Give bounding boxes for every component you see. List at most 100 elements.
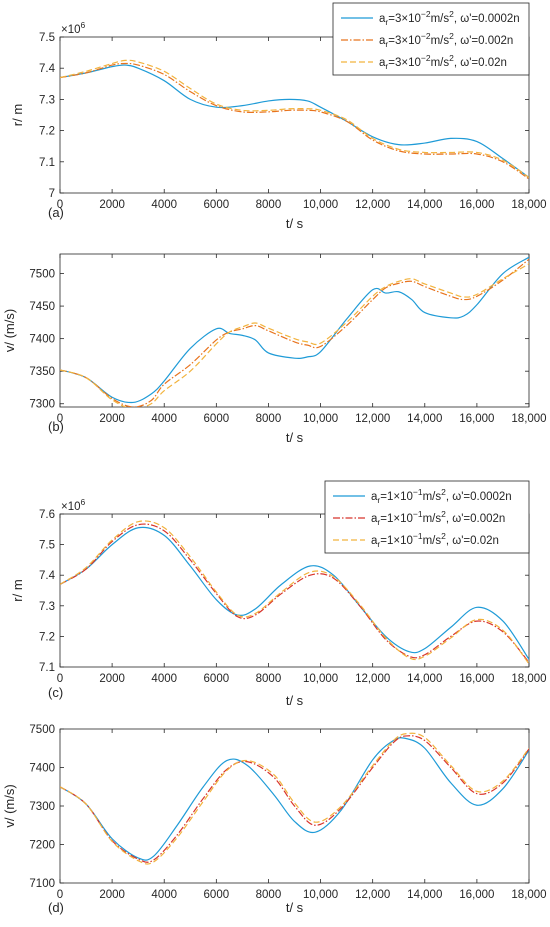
legend-box <box>324 480 530 554</box>
x-axis-label: t/ s <box>286 216 304 231</box>
series-line-2 <box>60 62 529 180</box>
y-tick-label: 7 <box>49 188 55 200</box>
y-tick-label: 7400 <box>29 334 55 346</box>
x-tick-label: 10,000 <box>303 673 338 685</box>
chart-panel-d: 0 2000 4000 6000 8000 10,000 12,000 14,000 16,00… <box>2 724 547 915</box>
x-tick-label: 2000 <box>99 199 125 211</box>
legend-entry: ar=3×10−2m/s2, ω'=0.002n <box>379 31 513 49</box>
legend-entry: ar=1×10−1m/s2, ω'=0.0002n <box>371 487 512 505</box>
y-axis-label: v/ (m/s) <box>2 784 17 827</box>
x-tick-label: 6000 <box>204 413 230 425</box>
series-line-2 <box>60 523 529 663</box>
x-tick-label: 18,000 <box>511 199 546 211</box>
series-line-1 <box>60 526 529 660</box>
x-tick-label: 10,000 <box>303 199 338 211</box>
x-tick-label: 14,000 <box>407 199 442 211</box>
series-line-1 <box>60 256 529 404</box>
y-tick-label: 7200 <box>29 840 55 852</box>
y-exponent-label: ×106 <box>61 20 86 36</box>
y-tick-label: 7350 <box>29 366 55 378</box>
x-tick-label: 18,000 <box>511 889 546 901</box>
x-tick-label: 8000 <box>256 889 282 901</box>
x-tick-label: 16,000 <box>459 673 494 685</box>
x-tick-label: 0 <box>57 889 63 901</box>
x-tick-label: 10,000 <box>303 889 338 901</box>
x-tick-label: 0 <box>57 673 63 685</box>
chart-panel-b: 0 2000 4000 6000 8000 10,000 12,000 14,000 16,00… <box>2 253 547 445</box>
x-tick-label: 16,000 <box>459 199 494 211</box>
x-tick-label: 4000 <box>151 889 177 901</box>
x-tick-label: 0 <box>57 413 63 425</box>
panel-label: (d) <box>48 900 64 915</box>
y-axis-label: v/ (m/s) <box>2 309 17 352</box>
y-tick-label: 7.6 <box>39 509 55 521</box>
y-tick-label: 7.1 <box>39 157 55 169</box>
x-axis-label: t/ s <box>286 693 304 708</box>
x-tick-label: 4000 <box>151 199 177 211</box>
legend-entry: ar=1×10−1m/s2, ω'=0.02n <box>371 531 499 549</box>
y-tick-label: 7.2 <box>39 126 55 138</box>
y-tick-label: 7.1 <box>39 662 55 674</box>
chart-panel-a: 0 2000 4000 6000 8000 10,000 12,000 14,000 16,00… <box>10 2 547 231</box>
legend-entry: ar=3×10−2m/s2, ω'=0.02n <box>379 53 507 71</box>
y-tick-label: 7100 <box>29 878 55 890</box>
x-tick-label: 4000 <box>151 673 177 685</box>
legend: ar=1×10−1m/s2, ω'=0.0002n ar=1×10−1m/s2, … <box>324 480 530 554</box>
plot-area <box>59 253 530 408</box>
x-tick-label: 8000 <box>256 413 282 425</box>
series-line-1 <box>60 737 529 861</box>
x-tick-label: 6000 <box>204 889 230 901</box>
y-tick-label: 7450 <box>29 301 55 313</box>
x-tick-label: 14,000 <box>407 673 442 685</box>
x-tick-label: 0 <box>57 199 63 211</box>
x-tick-label: 12,000 <box>355 673 390 685</box>
x-tick-label: 8000 <box>256 199 282 211</box>
panel-label: (c) <box>48 685 63 700</box>
x-tick-label: 12,000 <box>355 413 390 425</box>
x-tick-label: 8000 <box>256 673 282 685</box>
y-tick-label: 7300 <box>29 801 55 813</box>
panel-label: (b) <box>48 419 64 434</box>
x-tick-label: 18,000 <box>511 673 546 685</box>
legend-entry: ar=3×10−2m/s2, ω'=0.0002n <box>379 9 520 27</box>
y-tick-label: 7.4 <box>39 570 56 582</box>
y-tick-label: 7.4 <box>39 63 56 75</box>
y-tick-label: 7.3 <box>39 601 55 613</box>
y-tick-label: 7.5 <box>39 32 55 44</box>
y-axis-label: r/ m <box>10 579 25 601</box>
y-tick-label: 7.5 <box>39 540 55 552</box>
x-tick-label: 2000 <box>99 413 125 425</box>
legend-box <box>332 2 530 76</box>
x-tick-label: 2000 <box>99 673 125 685</box>
panel-label: (a) <box>48 205 64 220</box>
series-line-1 <box>60 64 529 178</box>
x-tick-label: 16,000 <box>459 413 494 425</box>
x-tick-label: 16,000 <box>459 889 494 901</box>
x-tick-label: 2000 <box>99 889 125 901</box>
x-axis-label: t/ s <box>286 900 304 915</box>
series-line-2 <box>60 258 529 407</box>
y-exponent-label: ×106 <box>61 497 86 513</box>
x-axis-label: t/ s <box>286 430 304 445</box>
series-line-3 <box>60 520 529 665</box>
chart-panel-c: 0 2000 4000 6000 8000 10,000 12,000 14,000 16,00… <box>10 480 547 708</box>
x-tick-label: 12,000 <box>355 889 390 901</box>
y-tick-label: 7.2 <box>39 631 55 643</box>
y-tick-label: 7.3 <box>39 94 55 106</box>
x-tick-label: 14,000 <box>407 413 442 425</box>
y-tick-label: 7300 <box>29 399 55 411</box>
series-line-3 <box>60 263 529 407</box>
y-axis-label: r/ m <box>10 104 25 126</box>
x-tick-label: 6000 <box>204 673 230 685</box>
x-tick-label: 12,000 <box>355 199 390 211</box>
x-tick-label: 6000 <box>204 199 230 211</box>
legend-entry: ar=1×10−1m/s2, ω'=0.002n <box>371 509 505 527</box>
y-tick-label: 7400 <box>29 763 55 775</box>
y-tick-label: 7500 <box>29 724 55 736</box>
series-line-3 <box>60 59 529 178</box>
x-tick-label: 14,000 <box>407 889 442 901</box>
x-tick-label: 10,000 <box>303 413 338 425</box>
x-tick-label: 4000 <box>151 413 177 425</box>
series-line-2 <box>60 735 529 863</box>
